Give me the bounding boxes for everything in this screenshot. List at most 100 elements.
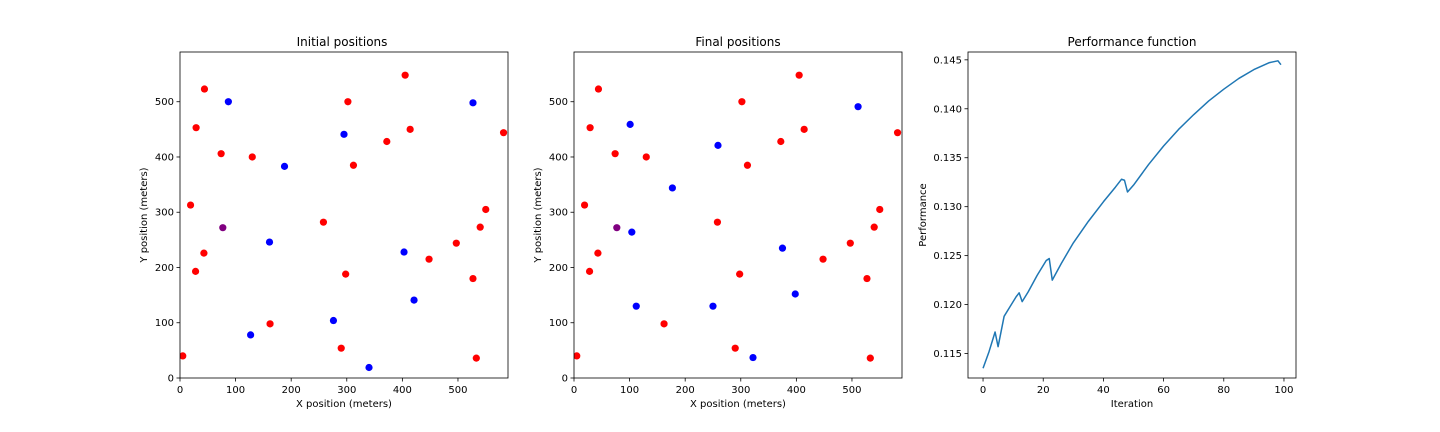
data-point	[342, 270, 350, 278]
y-tick-label: 100	[155, 318, 174, 329]
data-point	[200, 85, 209, 93]
series-line	[982, 60, 1282, 369]
x-tick-label: 80	[1217, 385, 1230, 396]
data-point	[594, 85, 603, 93]
plot-marks	[180, 71, 508, 372]
data-point	[585, 267, 594, 275]
data-point	[632, 302, 640, 310]
x-tick-label: 400	[393, 385, 412, 396]
x-tick-label: 500	[842, 385, 861, 396]
y-tick-label: 500	[549, 97, 568, 108]
data-point	[265, 238, 274, 246]
data-point	[800, 125, 808, 133]
x-tick-label: 500	[448, 385, 467, 396]
data-point	[469, 99, 477, 107]
data-point	[713, 218, 722, 226]
data-point	[425, 255, 433, 263]
data-point	[795, 71, 803, 79]
data-point	[365, 363, 373, 372]
data-point	[191, 267, 200, 275]
data-point	[329, 316, 338, 325]
x-tick-label: 100	[1274, 385, 1293, 396]
data-point	[224, 98, 232, 106]
data-point	[401, 71, 409, 79]
y-tick-label: 400	[155, 152, 174, 163]
data-point	[580, 201, 589, 209]
data-point	[280, 162, 289, 170]
chart-title: Performance function	[1068, 35, 1197, 49]
data-point	[791, 290, 799, 298]
data-point	[266, 320, 274, 328]
data-point	[642, 153, 650, 161]
data-point	[594, 249, 602, 257]
plot-marks	[574, 71, 902, 362]
initial-positions-panel: Initial positions X position (meters) Y …	[139, 35, 509, 410]
x-tick-label: 0	[177, 385, 183, 396]
data-point	[482, 205, 490, 214]
data-point	[410, 296, 418, 304]
data-point	[406, 125, 414, 133]
plot-frame	[179, 51, 509, 379]
x-tick-label: 200	[676, 385, 695, 396]
data-point	[337, 344, 345, 352]
data-point	[668, 184, 677, 192]
y-axis-label: Performance	[918, 183, 929, 246]
data-point	[863, 274, 871, 283]
data-point	[777, 137, 785, 146]
data-point	[709, 302, 717, 310]
x-tick-label: 60	[1157, 385, 1170, 396]
data-point	[499, 129, 508, 137]
plot-marks	[982, 60, 1282, 369]
data-point	[344, 98, 352, 106]
data-point	[349, 161, 358, 169]
x-tick-label: 0	[980, 385, 986, 396]
data-point	[248, 153, 256, 161]
chart-title: Initial positions	[297, 35, 388, 49]
data-point	[574, 352, 581, 360]
y-tick-label: 300	[549, 208, 568, 219]
x-tick-label: 0	[571, 385, 577, 396]
data-point	[854, 103, 862, 111]
y-tick-label: 0.130	[933, 202, 962, 213]
y-tick-label: 500	[155, 97, 174, 108]
plot-frame	[967, 51, 1297, 379]
y-tick-label: 0.125	[933, 251, 962, 262]
x-axis-label: X position (meters)	[690, 399, 786, 410]
y-tick-label: 0.140	[933, 104, 962, 115]
data-point	[749, 353, 757, 362]
chart-title: Final positions	[695, 35, 780, 49]
y-axis-label: Y position (meters)	[139, 167, 150, 263]
x-tick-label: 100	[226, 385, 245, 396]
y-tick-label: 0.115	[933, 349, 962, 360]
plot-frame	[573, 51, 903, 379]
x-tick-label: 20	[1037, 385, 1050, 396]
data-point	[876, 205, 884, 214]
y-tick-label: 0	[168, 374, 174, 385]
x-tick-label: 100	[620, 385, 639, 396]
x-axis-label: Iteration	[1111, 399, 1153, 410]
data-point	[472, 354, 480, 362]
data-point	[870, 223, 878, 231]
data-point	[200, 249, 208, 257]
data-point	[819, 255, 827, 263]
data-point	[586, 124, 594, 132]
data-point	[866, 354, 874, 362]
data-point	[186, 201, 195, 209]
y-axis-label: Y position (meters)	[533, 167, 544, 263]
y-tick-label: 300	[155, 208, 174, 219]
data-point	[660, 320, 668, 328]
x-tick-label: 400	[787, 385, 806, 396]
y-tick-label: 0.120	[933, 300, 962, 311]
data-point	[778, 244, 787, 252]
data-point	[383, 137, 391, 146]
y-tick-label: 0	[562, 374, 568, 385]
data-point	[340, 130, 348, 138]
y-tick-label: 400	[549, 152, 568, 163]
data-point	[192, 124, 200, 132]
data-point	[714, 141, 722, 149]
data-point	[626, 120, 634, 128]
x-axis-label: X position (meters)	[296, 399, 392, 410]
data-point	[217, 150, 225, 158]
x-tick-label: 300	[337, 385, 356, 396]
